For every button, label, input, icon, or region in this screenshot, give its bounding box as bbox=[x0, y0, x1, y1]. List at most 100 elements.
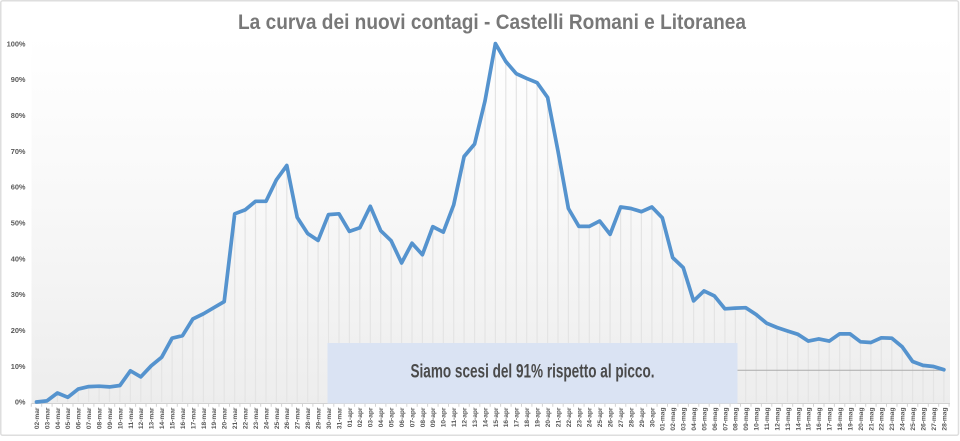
svg-text:03-mar: 03-mar bbox=[44, 407, 51, 429]
svg-text:70%: 70% bbox=[11, 147, 26, 156]
svg-text:09-mag: 09-mag bbox=[743, 408, 750, 431]
svg-text:28-mar: 28-mar bbox=[305, 407, 312, 429]
svg-text:01-apr: 01-apr bbox=[347, 407, 354, 427]
svg-text:24-mag: 24-mag bbox=[900, 408, 907, 431]
svg-text:18-mar: 18-mar bbox=[201, 407, 208, 429]
svg-text:20-mar: 20-mar bbox=[222, 407, 229, 429]
svg-text:02-mar: 02-mar bbox=[34, 407, 41, 429]
svg-text:05-apr: 05-apr bbox=[389, 407, 396, 427]
svg-text:14-apr: 14-apr bbox=[482, 407, 489, 427]
svg-text:Siamo scesi del 91% rispetto a: Siamo scesi del 91% rispetto al picco. bbox=[411, 362, 655, 383]
svg-text:40%: 40% bbox=[11, 254, 26, 263]
svg-text:18-apr: 18-apr bbox=[524, 407, 531, 427]
svg-text:03-mag: 03-mag bbox=[681, 408, 688, 431]
svg-text:25-mag: 25-mag bbox=[910, 408, 917, 431]
svg-text:18-mag: 18-mag bbox=[837, 408, 844, 431]
svg-text:17-mar: 17-mar bbox=[190, 407, 197, 429]
svg-text:14-mar: 14-mar bbox=[159, 407, 166, 429]
svg-text:60%: 60% bbox=[11, 183, 26, 192]
svg-text:27-mag: 27-mag bbox=[931, 408, 938, 431]
svg-text:03-apr: 03-apr bbox=[368, 407, 375, 427]
svg-text:22-apr: 22-apr bbox=[566, 407, 573, 427]
svg-text:22-mag: 22-mag bbox=[879, 408, 886, 431]
svg-text:06-mar: 06-mar bbox=[76, 407, 83, 429]
svg-text:20%: 20% bbox=[11, 326, 26, 335]
svg-text:09-apr: 09-apr bbox=[430, 407, 437, 427]
svg-text:14-mag: 14-mag bbox=[795, 408, 802, 431]
svg-text:12-mar: 12-mar bbox=[138, 407, 145, 429]
svg-text:10-mar: 10-mar bbox=[117, 407, 124, 429]
svg-text:12-apr: 12-apr bbox=[462, 407, 469, 427]
svg-text:07-mag: 07-mag bbox=[722, 408, 729, 431]
svg-text:04-apr: 04-apr bbox=[378, 407, 385, 427]
svg-text:16-apr: 16-apr bbox=[503, 407, 510, 427]
svg-text:05-mag: 05-mag bbox=[701, 408, 708, 431]
svg-text:28-mag: 28-mag bbox=[941, 408, 948, 431]
svg-text:20-mag: 20-mag bbox=[858, 408, 865, 431]
svg-text:11-apr: 11-apr bbox=[451, 407, 458, 427]
svg-text:17-mag: 17-mag bbox=[827, 408, 834, 431]
svg-text:21-mag: 21-mag bbox=[868, 408, 875, 431]
svg-text:26-apr: 26-apr bbox=[608, 407, 615, 427]
svg-text:16-mag: 16-mag bbox=[816, 408, 823, 431]
svg-text:26-mar: 26-mar bbox=[284, 407, 291, 429]
svg-text:100%: 100% bbox=[7, 39, 26, 48]
svg-text:16-mar: 16-mar bbox=[180, 407, 187, 429]
svg-text:06-mag: 06-mag bbox=[712, 408, 719, 431]
svg-text:15-apr: 15-apr bbox=[493, 407, 500, 427]
svg-text:15-mar: 15-mar bbox=[170, 407, 177, 429]
svg-text:01-mag: 01-mag bbox=[660, 408, 667, 431]
svg-text:07-apr: 07-apr bbox=[409, 407, 416, 427]
svg-text:28-apr: 28-apr bbox=[628, 407, 635, 427]
svg-text:08-mar: 08-mar bbox=[97, 407, 104, 429]
svg-text:19-mag: 19-mag bbox=[847, 408, 854, 431]
svg-text:23-mar: 23-mar bbox=[253, 407, 260, 429]
svg-text:15-mag: 15-mag bbox=[806, 408, 813, 431]
svg-text:04-mar: 04-mar bbox=[55, 407, 62, 429]
svg-text:21-mar: 21-mar bbox=[232, 407, 239, 429]
svg-text:25-apr: 25-apr bbox=[597, 407, 604, 427]
svg-text:19-mar: 19-mar bbox=[211, 407, 218, 429]
svg-text:31-mar: 31-mar bbox=[336, 407, 343, 429]
svg-text:11-mag: 11-mag bbox=[764, 408, 771, 431]
svg-text:13-mag: 13-mag bbox=[785, 408, 792, 431]
svg-text:10-apr: 10-apr bbox=[441, 407, 448, 427]
svg-text:29-mar: 29-mar bbox=[316, 407, 323, 429]
svg-text:30%: 30% bbox=[11, 290, 26, 299]
svg-text:29-apr: 29-apr bbox=[639, 407, 646, 427]
svg-text:24-apr: 24-apr bbox=[587, 407, 594, 427]
svg-text:80%: 80% bbox=[11, 111, 26, 120]
svg-text:07-mar: 07-mar bbox=[86, 407, 93, 429]
svg-text:04-mag: 04-mag bbox=[691, 408, 698, 431]
svg-text:23-mag: 23-mag bbox=[889, 408, 896, 431]
svg-text:13-apr: 13-apr bbox=[472, 407, 479, 427]
svg-text:10-mag: 10-mag bbox=[754, 408, 761, 431]
svg-text:0%: 0% bbox=[15, 398, 26, 407]
svg-text:02-apr: 02-apr bbox=[357, 407, 364, 427]
svg-text:La curva dei nuovi contagi - C: La curva dei nuovi contagi - Castelli Ro… bbox=[238, 10, 747, 34]
svg-text:20-apr: 20-apr bbox=[545, 407, 552, 427]
svg-text:23-apr: 23-apr bbox=[576, 407, 583, 427]
svg-text:30-mar: 30-mar bbox=[326, 407, 333, 429]
svg-text:05-mar: 05-mar bbox=[65, 407, 72, 429]
svg-text:12-mag: 12-mag bbox=[774, 408, 781, 431]
svg-text:50%: 50% bbox=[11, 219, 26, 228]
svg-text:08-mag: 08-mag bbox=[733, 408, 740, 431]
svg-text:19-apr: 19-apr bbox=[535, 407, 542, 427]
svg-text:10%: 10% bbox=[11, 362, 26, 371]
svg-text:22-mar: 22-mar bbox=[243, 407, 250, 429]
svg-text:11-mar: 11-mar bbox=[128, 407, 135, 429]
svg-text:26-mag: 26-mag bbox=[920, 408, 927, 431]
svg-text:30-apr: 30-apr bbox=[649, 407, 656, 427]
svg-text:17-apr: 17-apr bbox=[514, 407, 521, 427]
svg-text:27-apr: 27-apr bbox=[618, 407, 625, 427]
svg-text:06-apr: 06-apr bbox=[399, 407, 406, 427]
svg-text:02-mag: 02-mag bbox=[670, 408, 677, 431]
svg-text:90%: 90% bbox=[11, 75, 26, 84]
svg-text:09-mar: 09-mar bbox=[107, 407, 114, 429]
svg-text:13-mar: 13-mar bbox=[149, 407, 156, 429]
svg-text:24-mar: 24-mar bbox=[263, 407, 270, 429]
svg-text:21-apr: 21-apr bbox=[555, 407, 562, 427]
svg-text:08-apr: 08-apr bbox=[420, 407, 427, 427]
svg-text:27-mar: 27-mar bbox=[295, 407, 302, 429]
